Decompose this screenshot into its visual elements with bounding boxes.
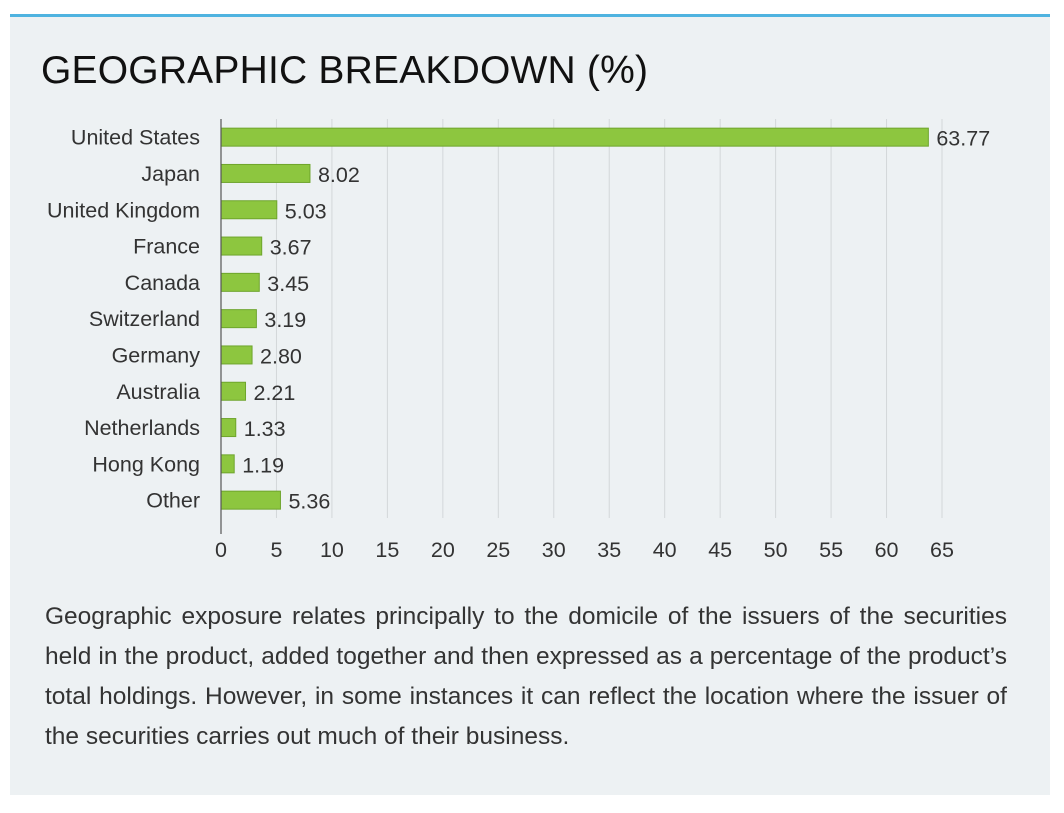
category-label: Other <box>146 489 200 513</box>
x-tick-label: 30 <box>542 538 566 562</box>
value-label: 2.21 <box>254 381 296 405</box>
x-tick-label: 50 <box>764 538 788 562</box>
category-label: France <box>133 235 200 259</box>
category-label: Canada <box>125 271 200 295</box>
x-tick-label: 40 <box>653 538 677 562</box>
bar <box>220 163 311 183</box>
bar <box>220 345 253 365</box>
value-label: 1.19 <box>242 453 284 477</box>
bar <box>220 272 260 292</box>
bar <box>220 454 235 474</box>
bar <box>220 200 278 220</box>
value-label: 5.03 <box>285 199 327 223</box>
bar <box>220 490 281 510</box>
category-label: Germany <box>112 343 201 367</box>
category-label: United Kingdom <box>47 198 200 222</box>
category-label: Netherlands <box>84 416 200 440</box>
bar <box>220 127 929 147</box>
x-tick-label: 35 <box>597 538 621 562</box>
x-tick-label: 60 <box>875 538 899 562</box>
x-tick-label: 15 <box>375 538 399 562</box>
x-tick-label: 25 <box>486 538 510 562</box>
category-label: Hong Kong <box>92 452 200 476</box>
value-label: 8.02 <box>318 163 360 187</box>
chart-panel: GEOGRAPHIC BREAKDOWN (%) 0 5 10 15 20 25 30 35 4… <box>10 14 1050 795</box>
x-tick-label: 55 <box>819 538 843 562</box>
x-tick-label: 5 <box>270 538 282 562</box>
value-label: 63.77 <box>936 127 990 151</box>
value-label: 1.33 <box>244 417 286 441</box>
category-label: Switzerland <box>89 307 200 331</box>
value-label: 3.67 <box>270 236 312 260</box>
chart-title: GEOGRAPHIC BREAKDOWN (%) <box>41 49 649 92</box>
x-tick-label: 0 <box>215 538 227 562</box>
x-tick-label: 45 <box>708 538 732 562</box>
x-tick-label: 20 <box>431 538 455 562</box>
x-tick-label: 10 <box>320 538 344 562</box>
bar-chart: 0 5 10 15 20 25 30 35 40 45 50 55 60 65 United States 6… <box>47 119 990 562</box>
bar <box>220 309 257 329</box>
value-label: 3.19 <box>264 308 306 332</box>
category-label: Australia <box>116 380 200 404</box>
bar <box>220 381 247 401</box>
category-label: Japan <box>141 162 200 186</box>
value-label: 3.45 <box>267 272 309 296</box>
value-label: 5.36 <box>288 490 330 514</box>
x-tick-label: 65 <box>930 538 954 562</box>
bar <box>220 236 263 256</box>
bar <box>220 418 237 438</box>
chart-description: Geographic exposure relates principally … <box>45 603 1007 750</box>
category-label: United States <box>71 126 200 150</box>
value-label: 2.80 <box>260 344 302 368</box>
